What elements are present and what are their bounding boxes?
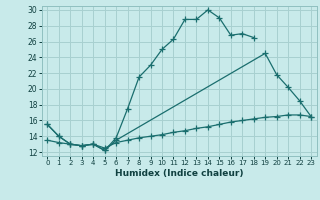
X-axis label: Humidex (Indice chaleur): Humidex (Indice chaleur) xyxy=(115,169,244,178)
